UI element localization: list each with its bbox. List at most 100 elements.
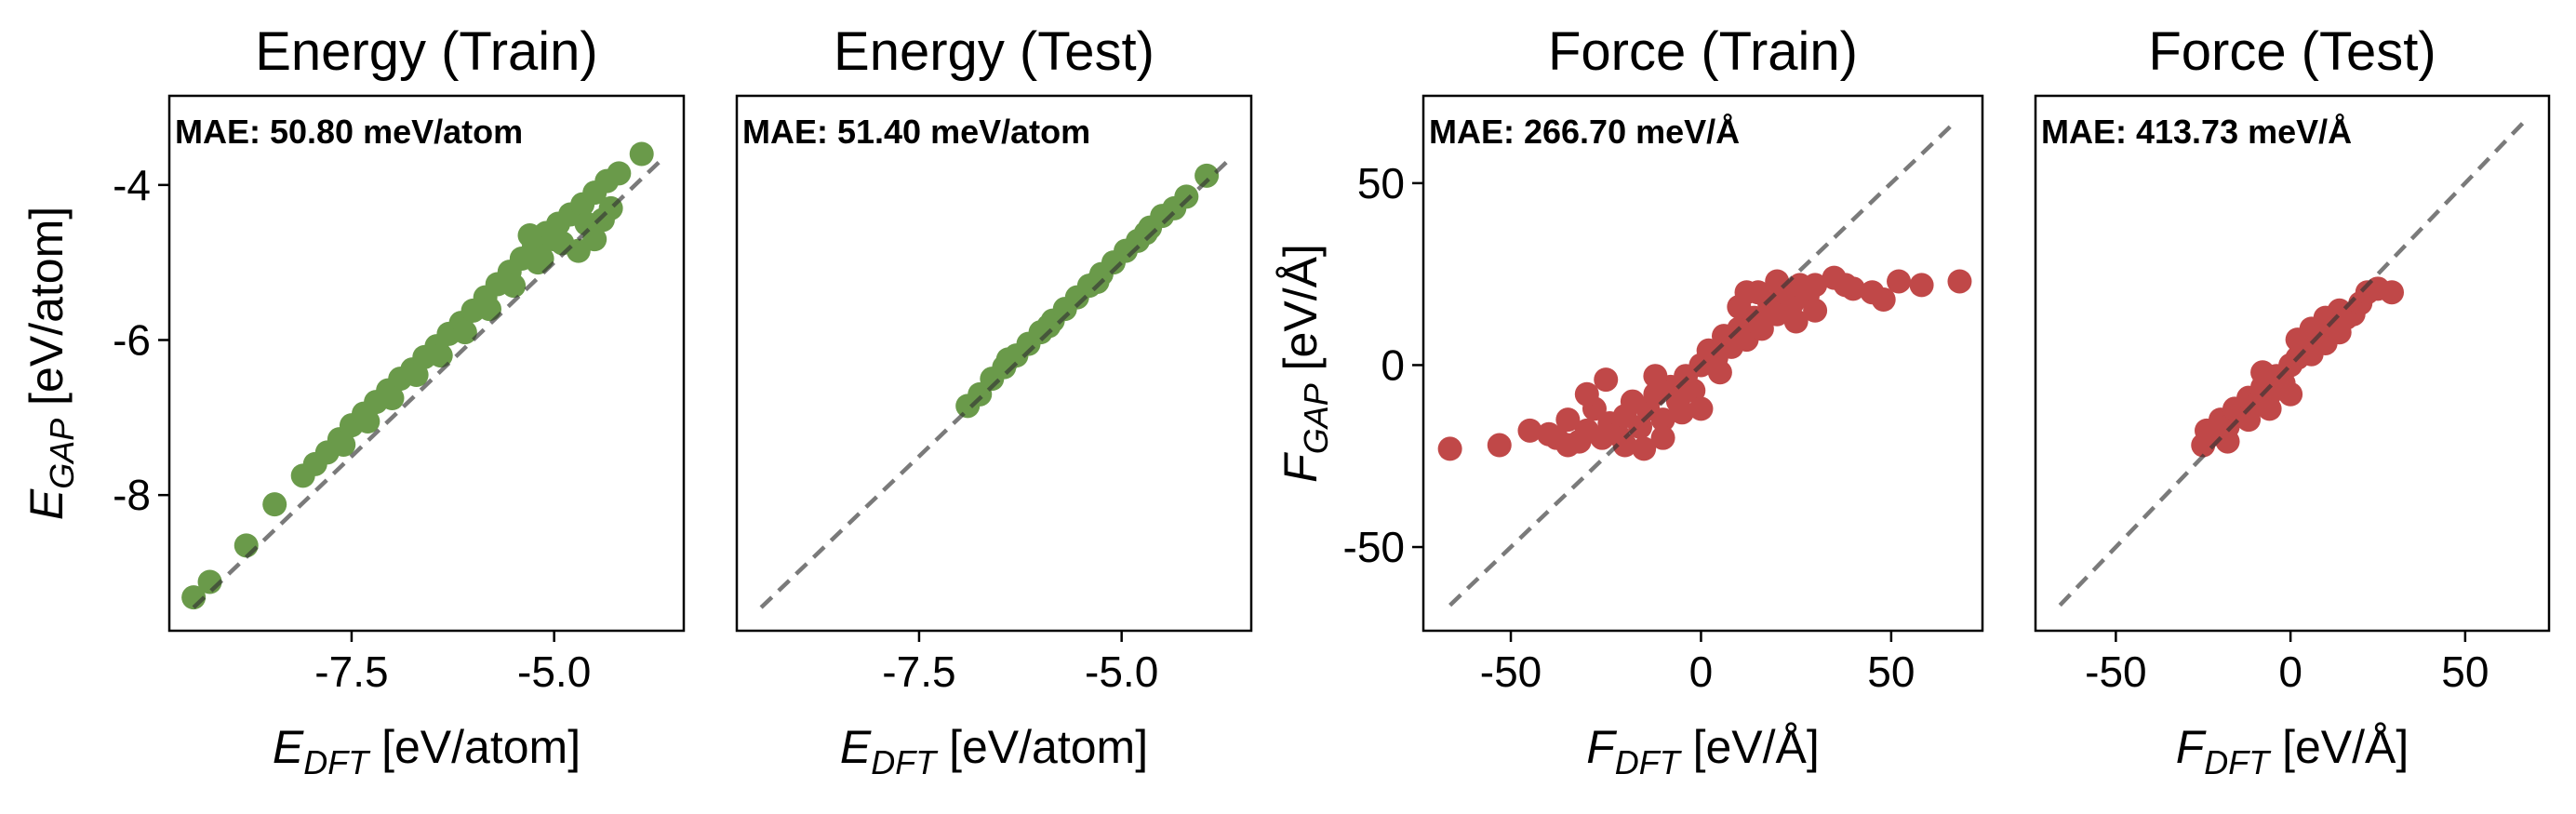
x-tick-label: -7.5	[314, 647, 388, 696]
x-tick-label: -5.0	[517, 647, 591, 696]
scatter-point	[1681, 378, 1706, 403]
scatter-point	[1909, 273, 1934, 298]
x-axis-label: EDFT [eV/atom]	[273, 721, 581, 781]
scatter-point	[428, 343, 453, 368]
identity-line	[2058, 119, 2527, 607]
scatter-point	[262, 492, 287, 517]
x-tick-label: 0	[1689, 647, 1714, 696]
subplot-2: Energy (Test) MAE: 51.40 meV/atom -7.5 -5.0…	[735, 21, 1253, 781]
mae-annotation: MAE: 50.80 meV/atom	[175, 113, 523, 151]
x-tick-label: 50	[2441, 647, 2489, 696]
identity-line	[759, 160, 1229, 609]
axes-frame	[1421, 94, 1984, 633]
scatter-point	[1650, 425, 1675, 450]
scatter-point	[234, 533, 259, 558]
scatter-point	[1887, 269, 1912, 294]
scatter-point	[1871, 287, 1896, 313]
scatter-point	[1536, 421, 1561, 447]
scatter-point	[529, 247, 554, 271]
scatter-point	[517, 223, 542, 247]
scatter-point	[2195, 418, 2219, 443]
subplot-title: Force (Train)	[1548, 21, 1858, 82]
scatter-point	[1833, 273, 1858, 298]
scatter-point	[1749, 316, 1774, 341]
scatter-point	[1783, 309, 1809, 334]
scatter-point	[1628, 414, 1653, 439]
scatter-point	[1612, 433, 1637, 458]
scatter-point	[1670, 400, 1695, 425]
y-tick-label: -8	[113, 471, 151, 519]
scatter-point	[2327, 298, 2352, 323]
scatter-point	[1195, 163, 1220, 188]
x-axis-label: FDFT [eV/Å]	[2176, 721, 2409, 781]
scatter-point	[501, 274, 527, 299]
scatter-point	[2215, 429, 2240, 454]
scatter-point	[355, 409, 380, 434]
scatter-point	[629, 141, 654, 167]
scatter-point	[2380, 280, 2405, 305]
scatter-point	[1174, 184, 1199, 209]
x-tick-label: -7.5	[882, 647, 955, 696]
scatter-point	[1437, 436, 1462, 461]
y-axis-label: EGAP [eV/atom]	[20, 207, 81, 520]
y-tick-label: 50	[1357, 159, 1405, 207]
mae-annotation: MAE: 51.40 meV/atom	[742, 113, 1090, 151]
subplot-title: Force (Test)	[2148, 21, 2436, 82]
scatter-point	[1803, 298, 1828, 323]
scatter-point	[1555, 407, 1581, 433]
scatter-point	[1643, 364, 1668, 389]
scatter-point	[2236, 407, 2262, 433]
y-tick-label: 0	[1381, 340, 1405, 389]
scatter-point	[1947, 269, 1972, 294]
x-tick-label: 50	[1867, 647, 1915, 696]
scatter-point	[1517, 418, 1542, 443]
axes-frame	[2034, 94, 2551, 633]
axes-frame	[167, 94, 686, 633]
scatter-point	[1085, 270, 1110, 294]
scatter-point	[1688, 396, 1714, 421]
scatter-point	[1133, 220, 1158, 246]
scatter-point	[331, 433, 356, 457]
scatter-point	[1036, 314, 1061, 339]
scatter-point	[1574, 381, 1599, 407]
scatter-point	[1594, 367, 1619, 393]
y-tick-label: -6	[113, 316, 151, 365]
y-axis-label: FGAP [eV/Å]	[1275, 244, 1335, 483]
axes-frame	[735, 94, 1253, 633]
scatter-point	[566, 238, 591, 263]
x-tick-label: -5.0	[1085, 647, 1158, 696]
mae-annotation: MAE: 266.70 meV/Å	[1429, 113, 1740, 151]
scatter-point	[1632, 436, 1657, 461]
scatter-point	[2250, 360, 2276, 385]
x-tick-label: -50	[1480, 647, 1542, 696]
identity-line	[192, 160, 661, 609]
scatter-point	[404, 363, 429, 387]
subplot-title: Energy (Test)	[834, 21, 1155, 82]
subplot-4: Force (Test) MAE: 413.73 meV/Å -50 0 50 FDFT …	[2034, 21, 2551, 781]
scatter-point	[1734, 280, 1759, 305]
scatter-point	[1707, 360, 1732, 385]
x-axis-label: FDFT [eV/Å]	[1586, 721, 1820, 781]
scatter-point	[1555, 433, 1581, 458]
x-tick-label: 0	[2278, 647, 2302, 696]
scatter-point	[1650, 407, 1675, 433]
mae-annotation: MAE: 413.73 meV/Å	[2041, 113, 2352, 151]
subplot-3: Force (Train) MAE: 266.70 meV/Å -50 0 50 -50 0…	[1275, 21, 1984, 781]
scatter-point	[2285, 327, 2310, 353]
scatter-point	[2257, 396, 2282, 421]
scatter-point	[476, 297, 501, 322]
scatter-point	[541, 227, 567, 252]
scatter-point	[1803, 273, 1828, 298]
subplot-title: Energy (Train)	[255, 21, 598, 82]
scatter-point	[607, 161, 632, 186]
scatter-point	[1487, 433, 1512, 458]
scatter-point	[380, 386, 405, 410]
scatter-point	[2278, 381, 2303, 407]
x-tick-label: -50	[2085, 647, 2146, 696]
identity-line	[1448, 119, 1957, 607]
scatter-point	[452, 320, 477, 345]
x-axis-label: EDFT [eV/atom]	[840, 721, 1148, 781]
subplot-1: Energy (Train) MAE: 50.80 meV/atom -7.5 -5.…	[20, 21, 686, 781]
scatter-point	[995, 347, 1021, 372]
